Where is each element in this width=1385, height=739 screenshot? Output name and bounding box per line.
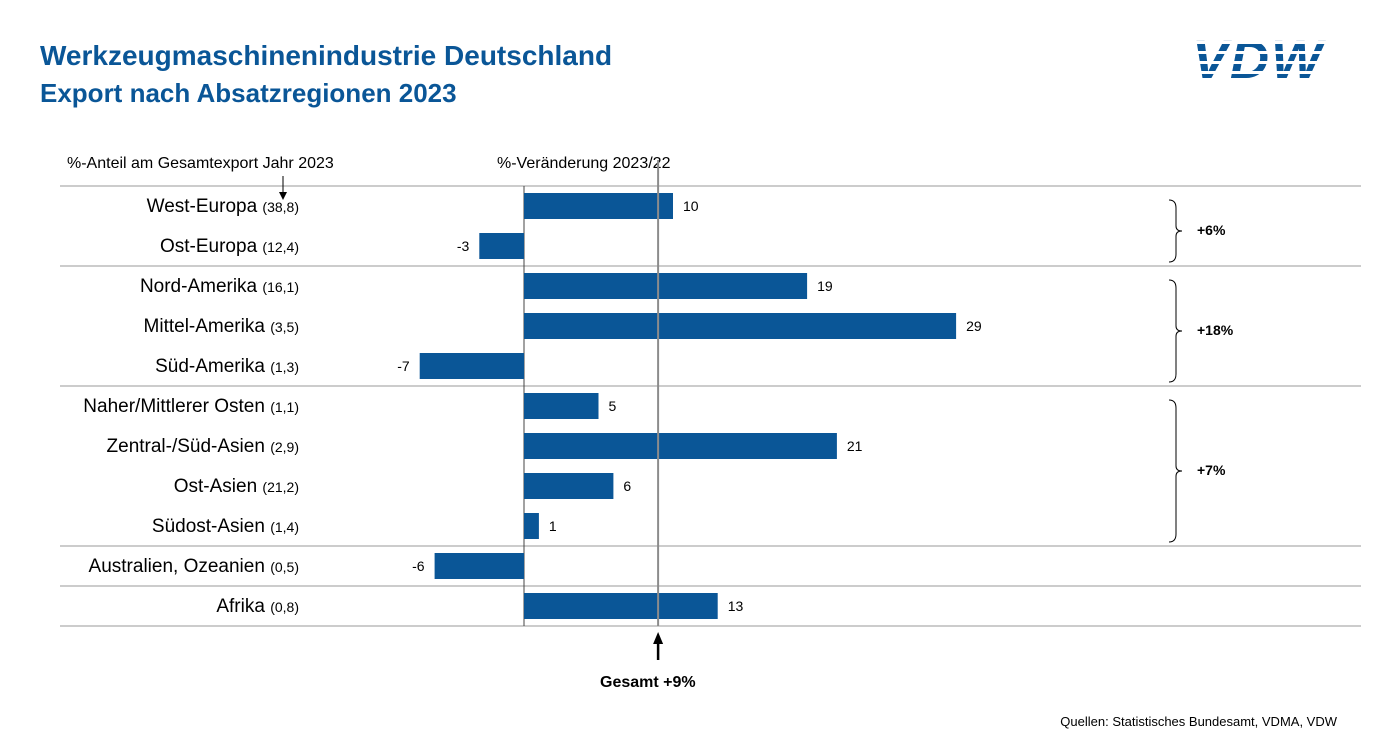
change-column-header: %-Veränderung 2023/22: [497, 155, 671, 172]
category-label: Nord-Amerika (16,1): [140, 276, 299, 297]
source-note: Quellen: Statistisches Bundesamt, VDMA, …: [1060, 714, 1337, 729]
data-label: -6: [412, 558, 425, 574]
category-label: Australien, Ozeanien (0,5): [89, 556, 299, 577]
total-change-label: Gesamt +9%: [600, 674, 696, 691]
data-label: 5: [609, 398, 617, 414]
bar: [524, 393, 599, 419]
bar: [524, 433, 837, 459]
category-label: Afrika (0,8): [216, 596, 299, 617]
category-label: West-Europa (38,8): [147, 196, 299, 217]
data-label: 21: [847, 438, 863, 454]
data-label: 6: [623, 478, 631, 494]
bar: [524, 193, 673, 219]
bar: [479, 233, 524, 259]
bar: [524, 513, 539, 539]
group-brace: [1168, 279, 1183, 383]
data-label: -3: [457, 238, 470, 254]
page-title: Werkzeugmaschinenindustrie Deutschland: [40, 40, 613, 71]
share-arrow-head: [279, 192, 287, 200]
data-label: 19: [817, 278, 833, 294]
category-label: Süd-Amerika (1,3): [155, 356, 299, 377]
category-label: Ost-Asien (21,2): [174, 476, 299, 497]
group-label: +18%: [1197, 322, 1234, 338]
category-label: Mittel-Amerika (3,5): [144, 316, 299, 337]
page-subtitle: Export nach Absatzregionen 2023: [40, 78, 457, 108]
bar: [524, 473, 614, 499]
data-label: 13: [728, 598, 744, 614]
bar: [524, 313, 957, 339]
data-label: 1: [549, 518, 557, 534]
bar: [434, 553, 524, 579]
vdw-logo: VDW: [1192, 34, 1326, 84]
category-label: Naher/Mittlerer Osten (1,1): [83, 396, 299, 417]
svg-text:VDW: VDW: [1192, 34, 1326, 84]
data-label: -7: [397, 358, 410, 374]
bar: [524, 593, 718, 619]
total-arrow-head: [653, 632, 664, 644]
data-label: 29: [966, 318, 982, 334]
group-brace: [1168, 199, 1183, 263]
category-label: Ost-Europa (12,4): [160, 236, 299, 257]
bar: [419, 353, 524, 379]
data-label: 10: [683, 198, 699, 214]
category-label: Zentral-/Süd-Asien (2,9): [107, 436, 299, 457]
group-brace: [1168, 399, 1183, 543]
group-label: +6%: [1197, 222, 1226, 238]
bar: [524, 273, 808, 299]
category-label: Südost-Asien (1,4): [152, 516, 299, 537]
group-label: +7%: [1197, 462, 1226, 478]
share-column-header: %-Anteil am Gesamtexport Jahr 2023: [67, 155, 334, 172]
